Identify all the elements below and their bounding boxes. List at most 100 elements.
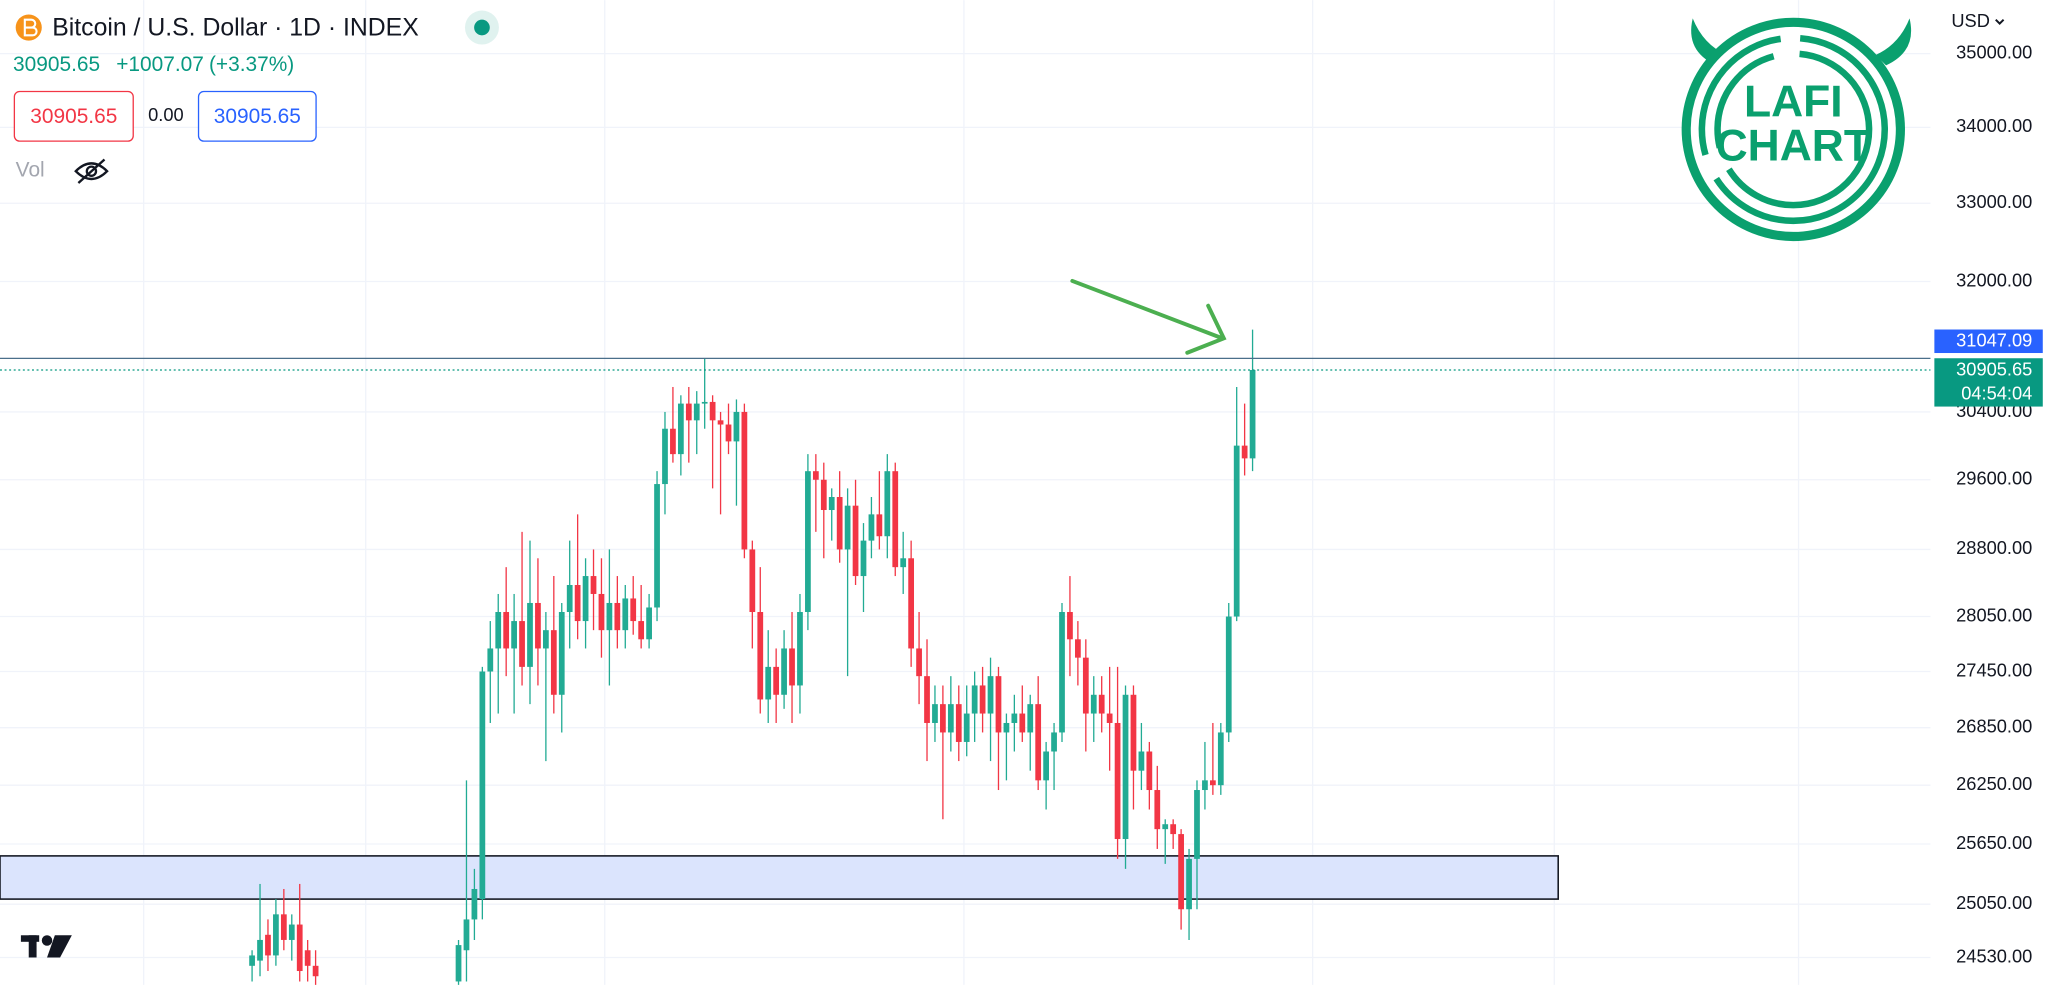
hide-icon[interactable] — [74, 158, 109, 184]
candle-body — [590, 576, 597, 594]
brand-mark — [20, 935, 72, 958]
candle-body — [709, 401, 716, 421]
candle-body — [693, 403, 700, 421]
candle-body — [836, 497, 843, 550]
candle-body — [741, 411, 748, 550]
price-label: 31047.09 — [1956, 330, 2032, 351]
candle-body — [296, 924, 303, 972]
candle-body — [789, 648, 795, 686]
candle-body — [1035, 704, 1042, 781]
candle-body — [1178, 834, 1184, 910]
legend: Bitcoin / U.S. Dollar · 1D · INDEX 30905… — [13, 10, 2005, 184]
candle-body — [1217, 732, 1224, 786]
candle-body — [765, 666, 772, 700]
candle-body — [630, 598, 637, 622]
candle-body — [566, 584, 573, 613]
price-lines — [0, 357, 1931, 371]
candle-body — [1138, 751, 1145, 771]
candle-body — [1241, 445, 1248, 459]
candle-body — [304, 950, 311, 966]
candle-body — [1186, 858, 1192, 910]
candle-body — [1075, 639, 1081, 658]
candle-body — [733, 411, 740, 442]
candle-body — [971, 685, 978, 714]
candle-body — [606, 602, 613, 631]
horizontal-grid — [0, 52, 1931, 959]
vertical-grid — [143, 0, 1800, 985]
buy-price[interactable]: 30905.65 — [214, 105, 301, 128]
candle-body — [979, 685, 986, 714]
candle-body — [463, 919, 470, 951]
candle-body — [717, 420, 724, 425]
candle-body — [495, 612, 502, 649]
candle-body — [558, 612, 565, 695]
logo: LAFI CHART — [1681, 17, 1912, 242]
candle-body — [781, 648, 787, 695]
candle-body — [1249, 370, 1256, 459]
sell-button[interactable] — [13, 90, 134, 142]
candle-body — [622, 598, 629, 631]
candle-body — [598, 593, 605, 631]
candle-body — [479, 671, 486, 900]
candle-body — [1114, 722, 1121, 840]
candle-body — [519, 621, 525, 667]
candle-body — [1019, 713, 1026, 733]
candle-body — [670, 428, 676, 455]
spread: 0.00 — [148, 104, 184, 125]
candle-body — [797, 612, 803, 686]
arrow — [1070, 278, 1227, 355]
candle-body — [987, 676, 994, 714]
y-tick-label: 25650.00 — [1956, 832, 2032, 853]
last-price: 30905.65 — [13, 53, 100, 76]
volume-label: Vol — [16, 159, 45, 182]
candle-body — [884, 471, 891, 537]
logo-text: LAFI — [1744, 77, 1843, 126]
price-label-box — [1934, 329, 2043, 354]
candle-body — [685, 403, 692, 421]
candle-body — [543, 630, 549, 649]
candle-body — [455, 945, 462, 982]
candle-body — [638, 621, 645, 640]
candle-body — [1051, 732, 1057, 752]
candle-body — [677, 403, 684, 455]
candle-body — [908, 558, 915, 649]
candle-body — [940, 704, 946, 733]
candle-body — [1003, 722, 1010, 733]
logo-text: CHART — [1716, 122, 1871, 171]
candle-body — [916, 648, 922, 677]
candle-body — [963, 713, 970, 742]
candle-body — [503, 612, 510, 649]
y-tick-label: 28050.00 — [1956, 604, 2032, 625]
candle-body — [288, 924, 295, 940]
candle-body — [574, 584, 581, 622]
y-tick-label: 24530.00 — [1956, 945, 2032, 966]
candle-body — [868, 514, 875, 541]
candle-body — [701, 401, 708, 404]
candle-body — [876, 514, 883, 537]
candle-body — [280, 914, 287, 940]
candle-body — [995, 676, 1002, 733]
symbol-title: Bitcoin / U.S. Dollar · 1D · INDEX — [52, 14, 419, 41]
candle-body — [614, 602, 621, 631]
zone-layer — [0, 855, 1559, 900]
candle-body — [535, 602, 541, 649]
buy-button[interactable] — [197, 90, 317, 142]
y-tick-label: 26250.00 — [1956, 773, 2032, 794]
candle-body — [1154, 790, 1161, 830]
candle-body — [1011, 713, 1018, 723]
candle-body — [646, 607, 652, 640]
candle-body — [249, 955, 255, 966]
candle-body — [812, 471, 819, 480]
candle-body — [582, 576, 589, 622]
candle-body — [273, 914, 279, 956]
candle-body — [1122, 694, 1129, 840]
candle-body — [1106, 713, 1113, 723]
sell-price[interactable]: 30905.65 — [30, 105, 117, 128]
y-tick-label: 34000.00 — [1956, 115, 2032, 136]
price-label: 30905.65 — [1956, 358, 2032, 379]
currency[interactable]: USD — [1951, 10, 1990, 31]
candle-body — [550, 630, 557, 695]
candle-body — [860, 540, 867, 577]
candle-body — [312, 965, 319, 977]
